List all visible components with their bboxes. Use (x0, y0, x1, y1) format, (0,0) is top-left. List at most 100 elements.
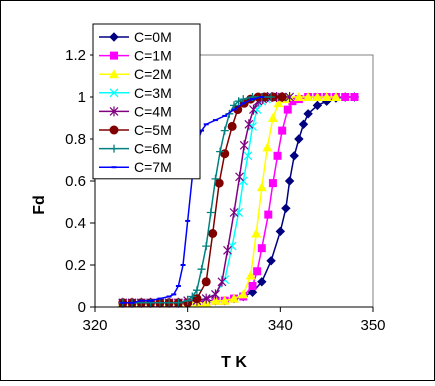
legend-item: C=0M (99, 29, 172, 45)
data-point (248, 282, 257, 290)
data-point (273, 151, 282, 160)
y-tick-label: 0.2 (65, 257, 86, 274)
data-point (289, 151, 299, 161)
x-tick-label: 320 (82, 317, 107, 334)
legend-item: C=7M (99, 159, 172, 175)
data-point (214, 178, 224, 188)
data-point (288, 97, 297, 106)
data-point (262, 142, 273, 152)
data-point (201, 293, 211, 304)
data-point (188, 292, 197, 301)
data-point (223, 245, 232, 256)
data-point (243, 151, 253, 161)
data-point (284, 176, 295, 186)
data-point (251, 228, 262, 238)
data-point (264, 210, 273, 219)
legend-marker (109, 125, 119, 135)
legend-item: C=2M (99, 66, 172, 82)
y-tick-label: 0 (78, 299, 86, 316)
data-point (303, 92, 314, 101)
legend-item: C=5M (99, 122, 172, 138)
data-point (206, 208, 215, 217)
legend-item: C=1M (99, 48, 172, 64)
data-point (321, 92, 332, 101)
data-point (267, 93, 276, 101)
legend-box (92, 23, 201, 180)
legend-marker (109, 106, 119, 117)
data-point (239, 140, 249, 151)
legend: C=0M C=1M C=2M C=3M C=4M C=5M C=6M C=7M (92, 23, 201, 180)
series-7 (120, 96, 265, 304)
legend-marker (110, 144, 118, 153)
legend-label: C=6M (134, 141, 172, 157)
data-point (211, 289, 220, 300)
legend-item: C=6M (99, 141, 172, 157)
data-point (277, 92, 287, 102)
x-axis-label: T K (221, 354, 247, 371)
legend-label: C=0M (134, 29, 172, 45)
legend-marker (110, 51, 118, 60)
data-point (202, 242, 211, 251)
data-point (341, 93, 350, 101)
x-tick-label: 330 (175, 317, 200, 334)
y-tick-label: 1.2 (65, 47, 86, 64)
data-point (275, 226, 286, 237)
y-axis-label: Fd (31, 195, 48, 215)
data-point (247, 287, 258, 298)
data-point (278, 126, 287, 135)
data-point (230, 101, 238, 110)
legend-label: C=5M (134, 122, 172, 138)
data-point (165, 298, 174, 307)
legend-item: C=3M (99, 85, 172, 101)
data-point (281, 203, 291, 214)
data-point (298, 119, 309, 130)
data-point (266, 256, 276, 266)
data-point (256, 182, 267, 192)
legend-marker (109, 32, 119, 42)
legend-marker (109, 88, 119, 98)
data-point (238, 289, 249, 299)
data-point (244, 119, 254, 130)
data-point (350, 93, 359, 101)
data-point (201, 277, 211, 287)
data-point (233, 105, 243, 115)
data-point (155, 298, 164, 307)
y-tick-label: 0.6 (65, 173, 86, 190)
data-point (285, 92, 295, 102)
data-point (220, 149, 230, 159)
x-tick-label: 340 (268, 317, 293, 334)
y-tick-label: 1 (78, 89, 86, 106)
data-point (192, 286, 201, 295)
data-point (257, 244, 266, 253)
data-point (210, 295, 221, 305)
data-point (239, 95, 248, 104)
y-tick-label: 0.8 (65, 131, 86, 148)
x-tick-label: 350 (360, 317, 385, 334)
axes-layer: 0 0.2 0.4 0.6 0.8 1 1.2 320 330 340 350 (65, 47, 385, 334)
data-point (197, 265, 206, 274)
data-point (245, 270, 256, 280)
data-point (249, 104, 258, 115)
data-point (330, 92, 341, 101)
data-point (227, 121, 237, 131)
data-point (174, 298, 183, 307)
data-point (229, 207, 239, 218)
data-point (312, 100, 323, 111)
data-point (293, 92, 304, 101)
data-point (217, 276, 227, 287)
data-point (208, 229, 218, 238)
legend-label: C=2M (134, 66, 172, 82)
data-point (216, 147, 225, 156)
data-point (183, 296, 192, 305)
data-point (257, 277, 267, 287)
series-layer (117, 92, 360, 308)
legend-label: C=1M (134, 48, 172, 64)
data-point (229, 293, 239, 303)
data-point (283, 105, 292, 114)
data-point (234, 97, 243, 106)
data-point (312, 92, 323, 101)
data-point (268, 179, 277, 188)
data-point (253, 267, 262, 276)
legend-item: C=4M (99, 103, 172, 119)
